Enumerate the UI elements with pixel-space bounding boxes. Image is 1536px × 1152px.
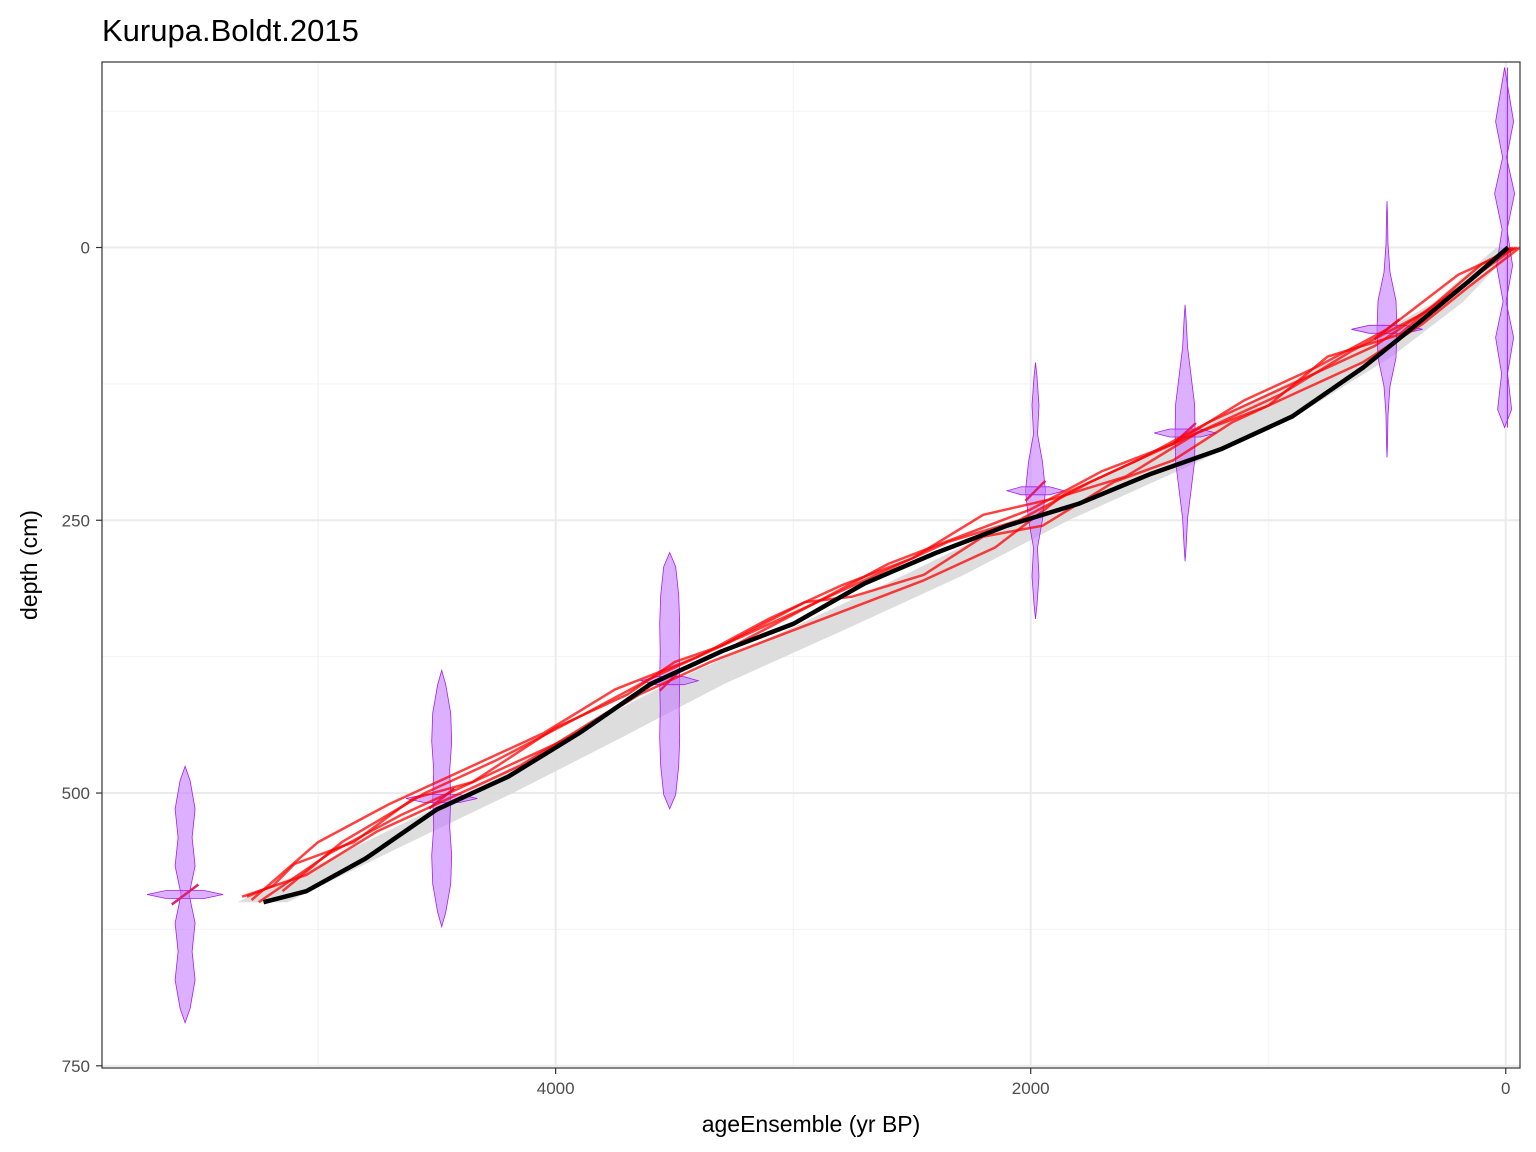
date-depth-pdf — [1494, 67, 1516, 429]
x-tick-label: 2000 — [1012, 1079, 1050, 1098]
y-axis-title: depth (cm) — [16, 510, 42, 620]
ensemble-line — [281, 246, 1512, 893]
grid-major — [102, 62, 1520, 1068]
chart-title: Kurupa.Boldt.2015 — [102, 13, 359, 48]
x-tick-label: 4000 — [537, 1079, 575, 1098]
date-trend-mark — [171, 883, 200, 906]
median-line — [262, 245, 1510, 905]
date-trend-mark — [1024, 479, 1047, 502]
x-axis-title: ageEnsemble (yr BP) — [702, 1111, 921, 1137]
plot-border — [101, 61, 1521, 1069]
plot-panel — [102, 62, 1520, 1068]
y-tick-label: 0 — [81, 238, 90, 257]
y-tick-label: 750 — [62, 1057, 90, 1076]
ensemble-line — [258, 246, 1516, 904]
grid-minor — [102, 62, 1520, 1068]
x-tick-label: 0 — [1501, 1079, 1510, 1098]
x-axis: 4000 2000 0 — [537, 1068, 1510, 1098]
y-tick-label: 250 — [62, 511, 90, 530]
y-axis: 0 250 500 750 — [62, 238, 102, 1076]
series-layer — [241, 245, 1521, 905]
y-tick-label: 500 — [62, 784, 90, 803]
